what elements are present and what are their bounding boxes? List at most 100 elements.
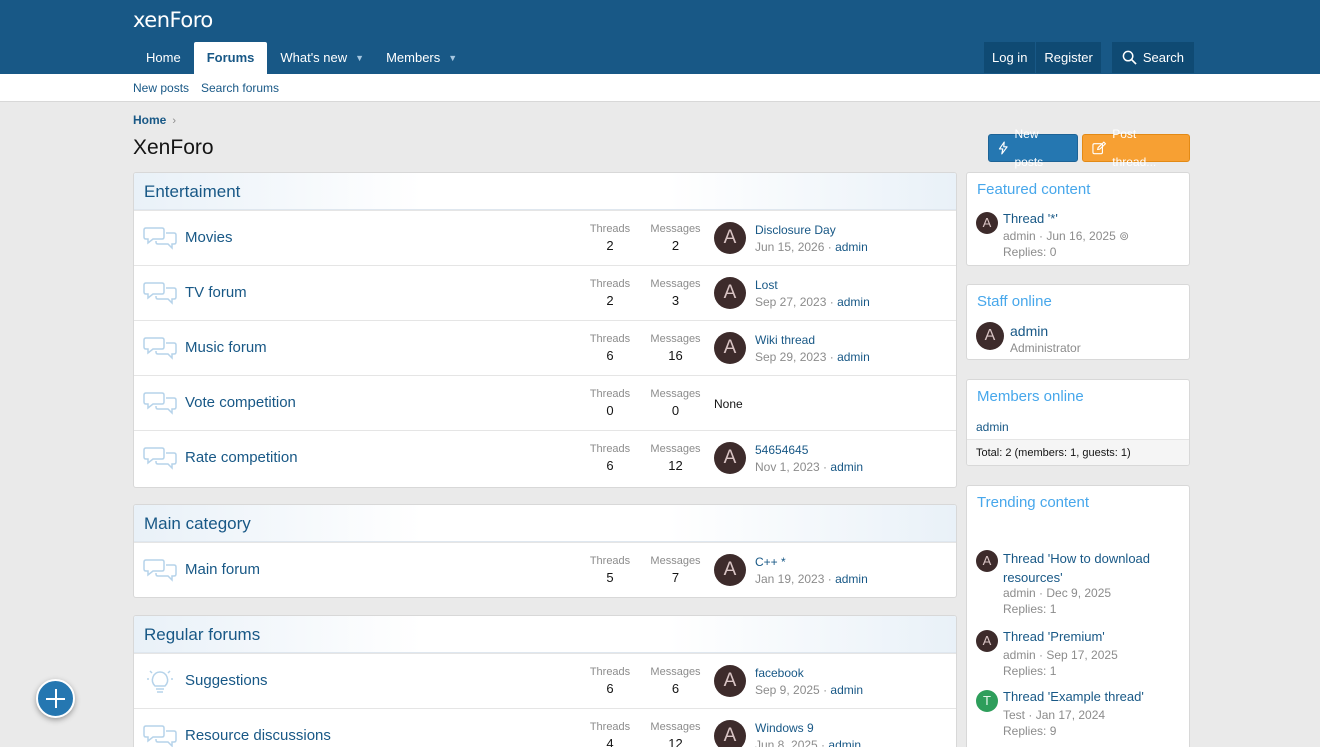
last-post-date[interactable]: Nov 1, 2023 <box>755 460 820 474</box>
nav-tab-whats-new[interactable]: What's new ▼ <box>267 42 373 74</box>
add-button[interactable] <box>36 679 75 718</box>
last-post-date[interactable]: Sep 27, 2023 <box>755 295 827 309</box>
avatar[interactable]: T <box>976 690 998 712</box>
forum-row: Movies Threads 2 Messages 2 A Disclosure Da… <box>134 210 956 265</box>
forum-title-link[interactable]: Vote competition <box>185 394 296 411</box>
forum-title-link[interactable]: Rate competition <box>185 449 298 466</box>
forum-title-link[interactable]: TV forum <box>185 284 247 301</box>
forum-row: Main forum Threads 5 Messages 7 A C++ * Jan… <box>134 542 956 597</box>
post-thread-button[interactable]: Post thread... <box>1082 127 1190 169</box>
trending-thread-link[interactable]: Thread 'Example thread' <box>1003 689 1144 704</box>
last-post-title-link[interactable]: Disclosure Day <box>755 223 836 237</box>
messages-count: 12 <box>668 458 683 473</box>
trending-thread-link[interactable]: Thread 'How to download resources' <box>1003 551 1151 585</box>
messages-stat: Messages 12 <box>649 443 702 473</box>
last-post-user-link[interactable]: admin <box>835 240 868 254</box>
avatar[interactable]: A <box>714 442 746 474</box>
category-title[interactable]: Entertaiment <box>134 173 956 210</box>
staff-online-widget: Staff online A admin Administrator <box>966 284 1190 360</box>
last-post-date[interactable]: Jan 19, 2023 <box>755 572 825 586</box>
chevron-down-icon[interactable]: ▼ <box>448 53 458 63</box>
messages-count: 0 <box>671 403 680 418</box>
messages-stat: Messages 16 <box>649 333 702 363</box>
site-logo[interactable]: xenForo <box>133 8 213 32</box>
trending-meta: admin · Sep 17, 2025 <box>1003 648 1118 662</box>
avatar[interactable]: A <box>714 720 746 747</box>
featured-user[interactable]: admin <box>1003 229 1036 243</box>
new-posts-button[interactable]: New posts <box>988 127 1078 169</box>
last-post-date[interactable]: Jun 8, 2025 <box>755 738 818 747</box>
forum-title-link[interactable]: Music forum <box>185 339 267 356</box>
last-post-user-link[interactable]: admin <box>828 738 862 747</box>
avatar[interactable]: A <box>976 212 998 234</box>
featured-meta: admin · Jun 16, 2025 ⊚ <box>1003 229 1130 243</box>
trending-user[interactable]: Test <box>1003 708 1026 722</box>
threads-count: 0 <box>606 403 614 418</box>
subnav-search-forums[interactable]: Search forums <box>201 81 280 95</box>
online-member-link[interactable]: admin <box>976 420 1009 434</box>
last-post-title-link[interactable]: facebook <box>755 666 804 680</box>
threads-stat: Threads 6 <box>586 333 634 363</box>
avatar[interactable]: A <box>976 322 1004 350</box>
threads-count: 6 <box>606 348 614 363</box>
staff-user-link[interactable]: admin <box>1010 323 1049 339</box>
last-post-user-link[interactable]: admin <box>837 350 870 364</box>
threads-stat: Threads 4 <box>586 721 634 747</box>
last-post-date[interactable]: Jun 15, 2026 <box>755 240 825 254</box>
last-post-meta: Nov 1, 2023 · admin <box>755 460 864 474</box>
widget-title: Featured content <box>977 181 1091 198</box>
featured-thread-link[interactable]: Thread '*' <box>1003 211 1058 226</box>
last-post-title-link[interactable]: Windows 9 <box>755 721 814 735</box>
trending-date: Sep 17, 2025 <box>1046 648 1118 662</box>
trending-meta: admin · Dec 9, 2025 <box>1003 586 1112 600</box>
nav-tab-members[interactable]: Members ▼ <box>373 42 466 74</box>
last-post-user-link[interactable]: admin <box>835 572 868 586</box>
trending-user[interactable]: admin <box>1003 586 1036 600</box>
avatar[interactable]: A <box>714 554 746 586</box>
messages-count: 12 <box>668 736 683 747</box>
avatar[interactable]: A <box>714 332 746 364</box>
widget-title: Staff online <box>977 293 1052 310</box>
site-header: xenForo Home Forums What's new ▼ Members ▼… <box>0 0 1320 74</box>
stat-label: Messages <box>650 555 701 567</box>
last-post-date[interactable]: Sep 29, 2023 <box>755 350 827 364</box>
nav-tab-label: Home <box>146 50 181 65</box>
chevron-down-icon[interactable]: ▼ <box>355 53 365 63</box>
avatar[interactable]: A <box>976 550 998 572</box>
last-post-user-link[interactable]: admin <box>830 683 864 697</box>
login-button[interactable]: Log in <box>984 42 1036 73</box>
last-post-title-link[interactable]: Lost <box>755 278 778 292</box>
last-post-title-link[interactable]: Wiki thread <box>755 333 816 347</box>
stat-label: Messages <box>650 278 701 290</box>
trending-user[interactable]: admin <box>1003 648 1036 662</box>
category-title[interactable]: Main category <box>134 505 956 542</box>
breadcrumb-home[interactable]: Home <box>133 113 167 127</box>
last-post-title-link[interactable]: 54654645 <box>755 443 809 457</box>
last-post-user-link[interactable]: admin <box>837 295 870 309</box>
avatar[interactable]: A <box>714 665 746 697</box>
avatar[interactable]: A <box>976 630 998 652</box>
subnav-new-posts[interactable]: New posts <box>133 81 190 95</box>
forum-title-link[interactable]: Resource discussions <box>185 727 331 744</box>
forum-title-link[interactable]: Movies <box>185 229 233 246</box>
stat-label: Messages <box>650 223 701 235</box>
messages-count: 16 <box>668 348 683 363</box>
category-title[interactable]: Regular forums <box>134 616 956 653</box>
trending-thread-link[interactable]: Thread 'Premium' <box>1003 629 1105 644</box>
avatar[interactable]: A <box>714 222 746 254</box>
forum-title-link[interactable]: Main forum <box>185 561 261 578</box>
forum-icon <box>143 335 177 364</box>
last-post-title-link[interactable]: C++ * <box>755 555 786 569</box>
messages-count: 3 <box>671 293 680 308</box>
register-button[interactable]: Register <box>1036 42 1101 73</box>
nav-tab-forums[interactable]: Forums <box>193 42 268 74</box>
avatar[interactable]: A <box>714 277 746 309</box>
forum-title-link[interactable]: Suggestions <box>185 672 268 689</box>
threads-stat: Threads 2 <box>586 278 634 308</box>
featured-content-widget: Featured content A Thread '*' admin · Ju… <box>966 172 1190 266</box>
last-post-date[interactable]: Sep 9, 2025 <box>755 683 820 697</box>
last-post-user-link[interactable]: admin <box>830 460 864 474</box>
search-button[interactable]: Search <box>1111 42 1195 73</box>
nav-tab-home[interactable]: Home <box>133 42 194 74</box>
trending-meta: Test · Jan 17, 2024 <box>1003 708 1106 722</box>
